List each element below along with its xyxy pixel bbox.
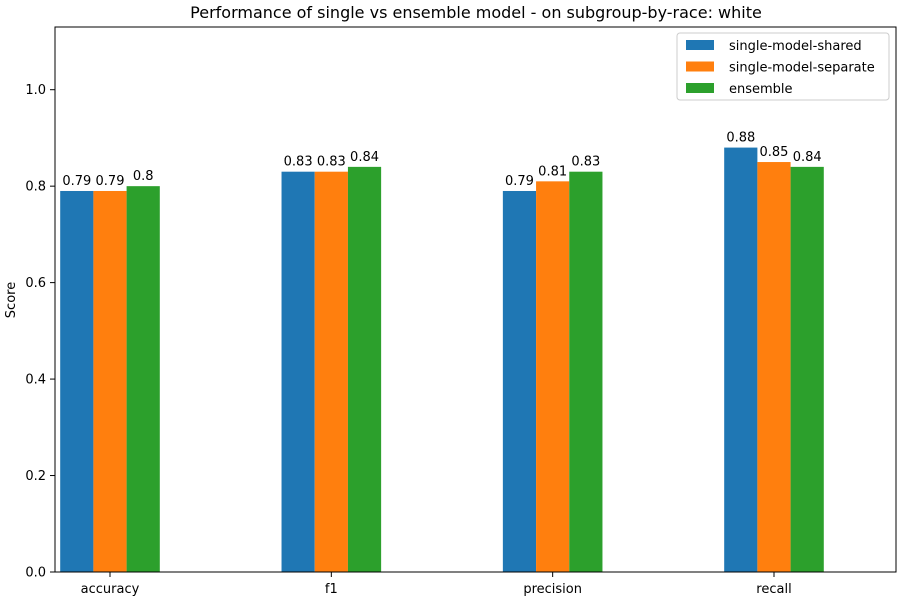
legend: single-model-shared single-model-separate… — [676, 32, 890, 101]
bar-ensemble-f1 — [347, 166, 382, 572]
data-labels-group: 0.79 0.79 0.8 0.83 0.83 0.84 0.79 0.81 0.83 0.88 0… — [62, 131, 821, 189]
data-label-single-model-separate-accuracy: 0.79 — [96, 174, 125, 189]
y-tick-label-0: 0.0 — [25, 566, 46, 581]
x-tick-label-f1: f1 — [325, 582, 338, 597]
data-label-single-model-separate-f1: 0.83 — [317, 155, 346, 170]
data-label-ensemble-f1: 0.84 — [350, 150, 379, 165]
data-label-single-model-shared-accuracy: 0.79 — [62, 174, 91, 189]
legend-label-single-model-shared: single-model-shared — [729, 39, 862, 54]
legend-box — [676, 32, 890, 101]
data-label-single-model-shared-precision: 0.79 — [505, 174, 534, 189]
legend-swatch-single-model-shared — [686, 40, 714, 50]
legend-swatch-ensemble — [686, 83, 714, 93]
data-label-ensemble-precision: 0.83 — [571, 155, 600, 170]
bar-single-model-separate-precision — [536, 181, 570, 572]
y-tick-label-0.6: 0.6 — [25, 276, 46, 291]
data-label-ensemble-accuracy: 0.8 — [133, 169, 154, 184]
data-label-single-model-shared-recall: 0.88 — [726, 131, 755, 146]
bar-ensemble-recall — [790, 166, 824, 572]
legend-swatch-single-model-separate — [686, 61, 714, 72]
legend-label-single-model-separate: single-model-separate — [729, 61, 875, 76]
y-tick-label-0.2: 0.2 — [25, 469, 46, 484]
y-tick-label-0.4: 0.4 — [25, 373, 46, 388]
bars-group — [60, 147, 824, 573]
bar-single-model-separate-accuracy — [93, 190, 127, 573]
data-label-single-model-shared-f1: 0.83 — [284, 155, 313, 170]
x-tick-label-precision: precision — [523, 582, 582, 597]
data-label-ensemble-recall: 0.84 — [793, 150, 822, 165]
bar-ensemble-accuracy — [126, 186, 160, 572]
x-tick-label-accuracy: accuracy — [81, 582, 140, 597]
bar-single-model-separate-f1 — [314, 171, 348, 572]
bar-single-model-shared-f1 — [281, 171, 315, 572]
bar-single-model-shared-recall — [724, 147, 758, 572]
bar-single-model-shared-accuracy — [60, 190, 94, 573]
y-tick-label-0.8: 0.8 — [25, 180, 46, 195]
legend-label-ensemble: ensemble — [729, 82, 793, 97]
y-axis-label: Score — [4, 282, 19, 318]
bar-ensemble-precision — [569, 171, 603, 572]
plot-frame — [54, 26, 897, 573]
bar-single-model-separate-recall — [757, 162, 791, 573]
chart-title: Performance of single vs ensemble model … — [190, 3, 762, 22]
bar-single-model-shared-precision — [502, 190, 537, 573]
axes-group: accuracy f1 precision recall 0.0 0.2 0.4 0.6 0.8… — [25, 26, 897, 597]
data-label-single-model-separate-precision: 0.81 — [538, 164, 567, 179]
y-tick-label-1: 1.0 — [25, 83, 46, 98]
x-tick-label-recall: recall — [756, 582, 791, 597]
data-label-single-model-separate-recall: 0.85 — [760, 145, 789, 160]
